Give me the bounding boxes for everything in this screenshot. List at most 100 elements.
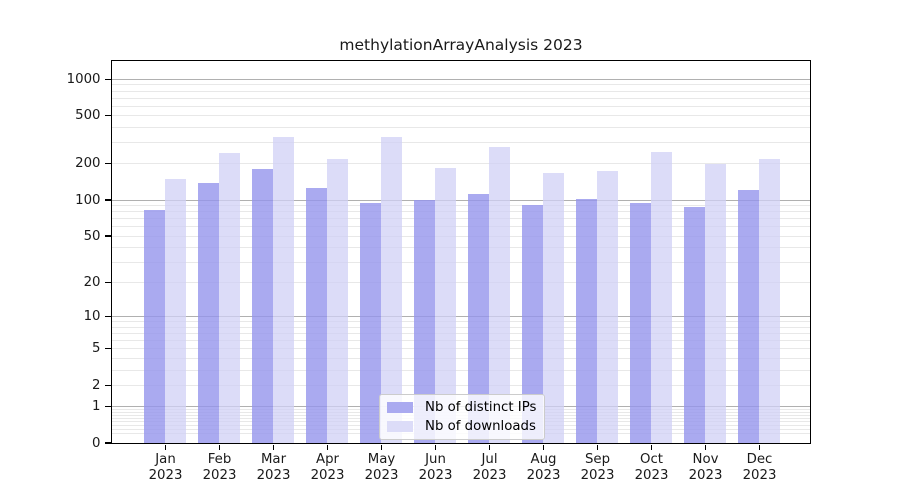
y-tick-label: 5	[92, 341, 101, 357]
x-tick-label-month: May	[367, 452, 396, 467]
gridline-minor	[111, 205, 810, 206]
gridline-minor	[111, 218, 810, 220]
x-tick-label-month: Nov	[692, 452, 719, 467]
gridline-minor	[111, 163, 810, 165]
x-tick-label: Mar 2023	[242, 452, 306, 484]
x-tick-label-year: 2023	[364, 468, 399, 483]
x-tick-label-month: Apr	[315, 452, 339, 467]
gridline-minor	[111, 226, 810, 228]
gridline-minor	[111, 326, 810, 328]
y-tick-mark	[104, 316, 111, 318]
bar-distinct-ips-dec	[737, 189, 759, 443]
y-tick-mark	[104, 405, 111, 408]
y-tick-label: 2	[92, 377, 101, 393]
y-tick-mark	[104, 163, 111, 165]
x-tick-label-month: Aug	[530, 452, 557, 467]
bar-downloads-dec	[759, 159, 781, 443]
x-tick-label-year: 2023	[418, 468, 453, 483]
y-tick-label: 500	[75, 108, 101, 124]
x-tick-label-year: 2023	[202, 468, 237, 483]
bar-downloads-may	[381, 137, 403, 443]
bar-distinct-ips-feb	[197, 183, 219, 443]
gridline-minor	[111, 90, 810, 92]
x-tick-label-year: 2023	[526, 468, 561, 483]
x-tick-mark	[218, 444, 221, 450]
y-tick-mark	[104, 78, 111, 80]
y-tick-mark	[104, 348, 111, 350]
x-tick-label: Dec 2023	[728, 452, 792, 484]
x-tick-label-year: 2023	[472, 468, 507, 483]
x-tick-mark	[542, 444, 545, 450]
bar-distinct-ips-mar	[251, 168, 273, 443]
legend-swatch-downloads-icon	[387, 421, 413, 432]
x-tick-label-year: 2023	[688, 468, 723, 483]
gridline-minor	[111, 84, 810, 86]
y-tick-mark	[104, 442, 111, 444]
bar-downloads-oct	[651, 151, 673, 443]
x-tick-label-month: Dec	[746, 452, 773, 467]
x-tick-label-year: 2023	[634, 468, 669, 483]
gridline-minor	[111, 247, 810, 248]
gridline-minor	[111, 261, 810, 263]
x-tick-label-month: Jul	[481, 452, 498, 467]
bar-downloads-jul	[489, 146, 511, 443]
legend-label-distinct-ips: Nb of distinct IPs	[425, 400, 537, 415]
gridline-minor	[111, 211, 810, 213]
gridline-minor	[111, 127, 810, 128]
x-tick-label: Sep 2023	[566, 452, 630, 484]
x-tick-label: Jun 2023	[404, 452, 468, 484]
bar-distinct-ips-nov	[683, 206, 705, 443]
bar-downloads-nov	[705, 164, 727, 443]
x-tick-mark	[704, 444, 707, 450]
gridline-minor	[111, 235, 810, 237]
bar-downloads-aug	[543, 173, 565, 443]
x-tick-label: Nov 2023	[674, 452, 738, 484]
bar-distinct-ips-jan	[143, 209, 165, 443]
y-tick-mark	[104, 115, 111, 117]
legend-label-downloads: Nb of downloads	[425, 419, 536, 434]
bar-layer	[112, 61, 810, 443]
y-tick-mark	[104, 384, 111, 386]
x-tick-label-year: 2023	[310, 468, 345, 483]
x-tick-mark	[164, 444, 167, 450]
y-tick-label: 100	[75, 192, 101, 208]
bar-distinct-ips-aug	[521, 205, 543, 443]
bar-distinct-ips-may	[359, 202, 381, 443]
gridline-major	[111, 316, 810, 318]
gridline-minor	[111, 333, 810, 334]
bar-distinct-ips-jul	[467, 193, 489, 443]
x-tick-label: Feb 2023	[188, 452, 252, 484]
gridline-minor	[111, 384, 810, 386]
x-tick-label-month: Mar	[260, 452, 287, 467]
bar-downloads-mar	[273, 137, 295, 443]
x-tick-label-month: Jan	[155, 452, 176, 467]
y-tick-label: 10	[83, 309, 101, 325]
x-tick-label-month: Sep	[584, 452, 611, 467]
x-tick-label-month: Feb	[207, 452, 232, 467]
x-tick-label-month: Jun	[425, 452, 446, 467]
legend-swatch-distinct-ips-icon	[387, 402, 413, 413]
x-tick-mark	[488, 444, 491, 450]
x-tick-label-month: Oct	[640, 452, 663, 467]
gridline-minor	[111, 357, 810, 359]
y-tick-label: 20	[83, 275, 101, 291]
x-tick-label: Aug 2023	[512, 452, 576, 484]
gridline-minor	[111, 105, 810, 107]
x-tick-mark	[380, 444, 383, 450]
x-tick-label-year: 2023	[742, 468, 777, 483]
gridline-minor	[111, 97, 810, 99]
gridline-minor	[111, 340, 810, 342]
y-tick-label: 1	[92, 399, 101, 414]
x-tick-mark	[272, 444, 275, 450]
bar-downloads-apr	[327, 158, 349, 443]
gridline-minor	[111, 115, 810, 117]
bar-distinct-ips-apr	[305, 188, 327, 443]
y-tick-label: 1000	[66, 71, 101, 87]
y-tick-label: 200	[75, 156, 101, 172]
y-tick-mark	[104, 282, 111, 284]
bar-distinct-ips-jun	[413, 199, 435, 443]
gridline-major	[111, 78, 810, 80]
x-tick-label: May 2023	[350, 452, 414, 484]
gridline-minor	[111, 348, 810, 350]
x-tick-mark	[434, 444, 437, 450]
